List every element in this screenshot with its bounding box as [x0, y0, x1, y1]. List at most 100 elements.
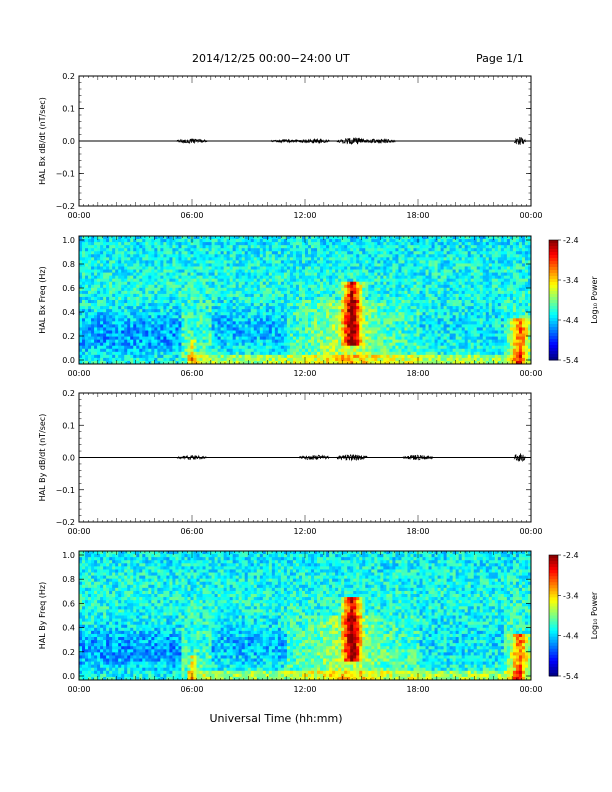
spectrogram-cell: [398, 260, 402, 264]
spectrogram-cell: [103, 318, 107, 322]
spectrogram-cell: [265, 296, 270, 301]
spectrogram-cell: [407, 333, 411, 337]
spectrogram-cell: [109, 245, 113, 249]
spectrogram-cell: [124, 257, 128, 261]
spectrogram-cell: [127, 327, 131, 331]
spectrogram-cell: [148, 278, 152, 283]
spectrogram-cell: [196, 324, 200, 328]
spectrogram-cell: [259, 336, 264, 341]
spectrogram-cell: [154, 339, 158, 344]
spectrogram-cell: [190, 269, 194, 273]
spectrogram-cell: [332, 324, 336, 328]
spectrogram-cell: [184, 278, 188, 283]
spectrogram-cell: [259, 303, 264, 307]
spectrogram-cell: [347, 321, 351, 325]
spectrogram-cell: [175, 266, 179, 270]
spectrogram-cell: [175, 321, 179, 325]
spectrogram-cell: [271, 318, 276, 322]
spectrogram-cell: [136, 321, 140, 325]
spectrogram-cell: [344, 266, 348, 270]
spectrogram-cell: [301, 254, 306, 258]
spectrogram-cell: [157, 278, 161, 283]
spectrogram-cell: [127, 312, 131, 316]
spectrogram-cell: [344, 281, 348, 286]
spectrogram-cell: [142, 236, 146, 240]
spectrogram-cell: [124, 278, 128, 283]
spectrogram-cell: [326, 306, 330, 310]
spectrogram-cell: [223, 248, 228, 252]
spectrogram-cell: [344, 315, 348, 319]
spectrogram-cell: [416, 242, 420, 246]
spectrogram-cell: [211, 272, 215, 277]
spectrogram-cell: [374, 260, 378, 264]
spectrogram-cell: [332, 339, 336, 344]
spectrogram-cell: [166, 303, 170, 307]
spectrogram-cell: [121, 257, 125, 261]
spectrogram-cell: [308, 348, 312, 353]
spectrogram-cell: [392, 315, 396, 319]
spectrogram-cell: [359, 342, 363, 347]
spectrogram-cell: [280, 275, 285, 280]
spectrogram-cell: [124, 306, 128, 310]
spectrogram-cell: [205, 269, 209, 273]
spectrogram-cell: [317, 290, 321, 295]
spectrogram-cell: [241, 351, 246, 356]
spectrogram-cell: [320, 275, 324, 280]
spectrogram-cell: [163, 287, 167, 292]
spectrogram-cell: [329, 351, 333, 356]
spectrogram-cell: [199, 281, 203, 286]
spectrogram-cell: [103, 269, 107, 273]
spectrogram-cell: [121, 309, 125, 313]
spectrogram-cell: [190, 339, 194, 344]
spectrogram-cell: [79, 242, 83, 246]
spectrogram-cell: [154, 275, 158, 280]
spectrogram-cell: [383, 284, 387, 289]
spectrogram-cell: [193, 251, 197, 255]
spectrogram-cell: [320, 345, 324, 350]
spectrogram-cell: [350, 309, 354, 313]
spectrogram-cell: [308, 330, 312, 334]
spectrogram-cell: [259, 315, 264, 319]
spectrogram-cell: [380, 348, 384, 353]
spectrogram-cell: [199, 315, 203, 319]
spectrogram-cell: [199, 312, 203, 316]
spectrogram-cell: [151, 315, 155, 319]
spectrogram-cell: [277, 300, 282, 304]
spectrogram-cell: [190, 300, 194, 304]
spectrogram-cell: [335, 354, 339, 359]
spectrogram-cell: [256, 303, 261, 307]
spectrogram-cell: [401, 284, 405, 289]
spectrogram-cell: [82, 300, 86, 304]
spectrogram-cell: [163, 315, 167, 319]
spectrogram-cell: [166, 248, 170, 252]
spectrogram-cell: [398, 327, 402, 331]
spectrogram-cell: [154, 260, 158, 264]
spectrogram-cell: [244, 236, 249, 240]
spectrogram-cell: [118, 278, 122, 283]
spectrogram-cell: [100, 318, 104, 322]
spectrogram-cell: [338, 318, 342, 322]
spectrogram-cell: [326, 357, 330, 362]
spectrogram-cell: [208, 300, 212, 304]
spectrogram-cell: [175, 324, 179, 328]
spectrogram-cell: [187, 269, 191, 273]
spectrogram-cell: [247, 345, 252, 350]
spectrogram-cell: [323, 303, 327, 307]
spectrogram-cell: [205, 345, 209, 350]
spectrogram-cell: [398, 275, 402, 280]
spectrogram-cell: [205, 272, 209, 277]
spectrogram-cell: [175, 278, 179, 283]
spectrogram-cell: [220, 339, 225, 344]
spectrogram-cell: [163, 348, 167, 353]
spectrogram-cell: [401, 306, 405, 310]
spectrogram-cell: [356, 284, 360, 289]
spectrogram-cell: [235, 348, 240, 353]
spectrogram-cell: [329, 348, 333, 353]
spectrogram-cell: [320, 351, 324, 356]
spectrogram-cell: [223, 342, 228, 347]
spectrogram-cell: [211, 242, 215, 246]
spectrogram-cell: [181, 315, 185, 319]
spectrogram-cell: [353, 360, 357, 365]
spectrogram-cell: [154, 278, 158, 283]
spectrogram-cell: [308, 281, 312, 286]
